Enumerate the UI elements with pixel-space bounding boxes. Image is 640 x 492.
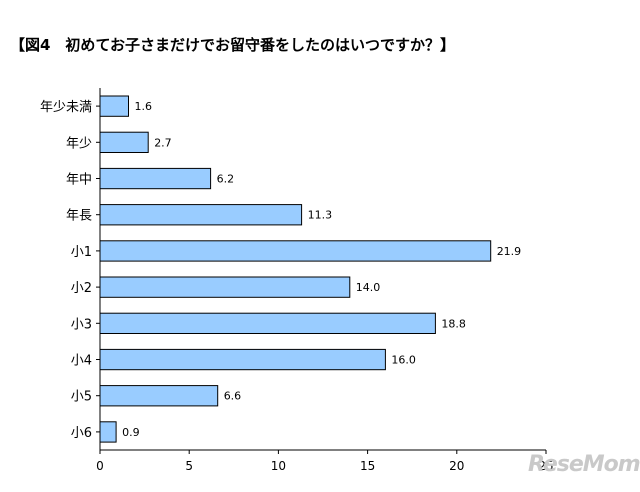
labels-layer: 1.6 年少未満 2.7 年少 6.2 年中 11.3 年長 21.9 小1 14.0 小2 18.8 小…: [40, 100, 521, 441]
bar: [99, 385, 219, 407]
data-label: 6.2: [217, 173, 235, 186]
x-tick-label: 20: [449, 459, 464, 473]
bar: [99, 240, 492, 262]
data-label: 11.3: [308, 209, 333, 222]
category-label: 年少: [66, 136, 92, 151]
bar: [99, 276, 351, 298]
bar: [99, 348, 386, 371]
category-label: 小1: [71, 245, 92, 260]
bar: [99, 95, 129, 117]
category-label: 年少未満: [40, 100, 92, 115]
axis-layer: 0 5 10 15 20 25: [96, 88, 554, 473]
resemom-watermark: ReseMom: [528, 452, 640, 477]
bar: [99, 204, 303, 226]
data-label: 21.9: [497, 245, 522, 258]
category-label: 小4: [71, 354, 92, 369]
category-label: 小2: [71, 281, 92, 296]
data-label: 16.0: [391, 354, 416, 367]
x-tick-label: 10: [271, 459, 286, 473]
category-label: 小6: [71, 426, 92, 441]
category-label: 小5: [71, 390, 92, 405]
bar: [99, 131, 149, 153]
x-tick-label: 0: [96, 459, 104, 473]
data-label: 0.9: [122, 426, 140, 439]
data-label: 1.6: [135, 100, 153, 113]
category-label: 小3: [71, 317, 92, 332]
x-tick-label: 5: [185, 459, 193, 473]
bar: [99, 421, 117, 443]
x-tick-label: 15: [360, 459, 375, 473]
data-label: 18.8: [441, 317, 466, 330]
data-label: 2.7: [154, 136, 172, 149]
chart-title: 【図4 初めてお子さまだけでお留守番をしたのはいつですか？】: [10, 36, 455, 54]
data-label: 14.0: [356, 281, 381, 294]
category-label: 年長: [66, 209, 92, 224]
bar: [99, 312, 436, 335]
category-label: 年中: [66, 173, 92, 188]
bar: [99, 167, 212, 190]
data-label: 6.6: [224, 390, 242, 403]
x-tick-label: 25: [538, 459, 553, 473]
